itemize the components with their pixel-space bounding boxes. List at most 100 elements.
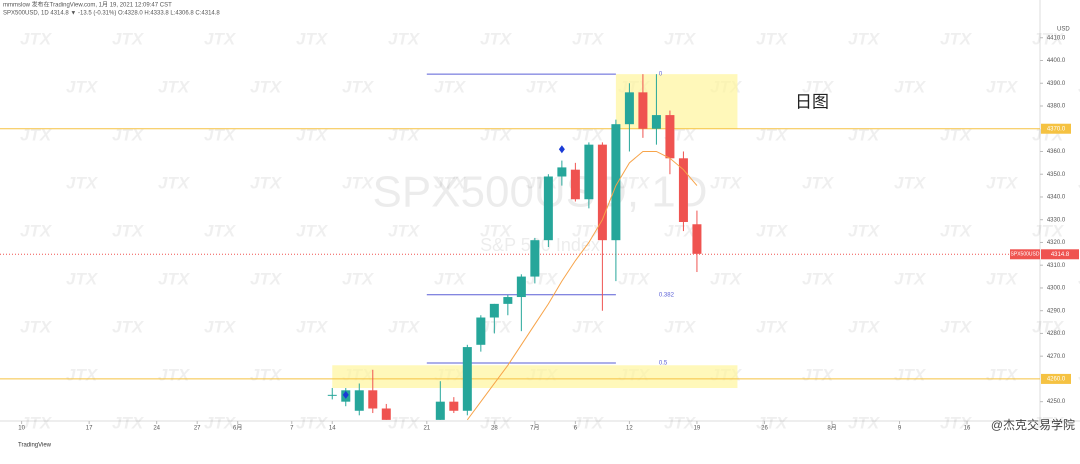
watermark-logo: JTX: [802, 173, 835, 192]
watermark-logo: JTX: [572, 317, 605, 336]
watermark-logo: JTX: [802, 269, 835, 288]
x-tick-label: 19: [694, 426, 701, 432]
watermark-logo: JTX: [250, 365, 283, 384]
watermark-logo: JTX: [434, 269, 467, 288]
candle-body: [651, 115, 661, 129]
last-price-name-bg: [1010, 249, 1040, 260]
watermark-logo: JTX: [112, 125, 145, 144]
watermark-logo: JTX: [940, 29, 973, 48]
watermark-logo: JTX: [66, 365, 99, 384]
x-tick-label: 24: [153, 426, 160, 432]
watermark-logo: JTX: [848, 125, 881, 144]
watermark-logo: JTX: [986, 173, 1019, 192]
candle-body: [327, 394, 337, 396]
watermark-logo: JTX: [388, 413, 421, 432]
header-line2: SPX500USD, 1D 4314.8 ▼ -13.5 (-0.31%) O:…: [3, 11, 220, 17]
watermark-logo: JTX: [112, 317, 145, 336]
watermark-logo: JTX: [480, 317, 513, 336]
y-tick-label: 4320.0: [1047, 240, 1066, 246]
candle-body: [462, 347, 472, 411]
level-label: 4260.0: [1047, 377, 1066, 383]
watermark-logo: JTX: [112, 413, 145, 432]
candle-body: [530, 240, 540, 277]
watermark-logo: JTX: [940, 317, 973, 336]
watermark-logo: JTX: [894, 269, 927, 288]
brand: TradingView: [18, 443, 52, 449]
watermark-logo: JTX: [158, 77, 191, 96]
y-tick-label: 4360.0: [1047, 149, 1066, 155]
watermark-logo: JTX: [296, 125, 329, 144]
x-tick-label: 6月: [233, 425, 242, 432]
watermark-logo: JTX: [1032, 413, 1065, 432]
candle-body: [678, 158, 688, 222]
x-tick-label: 27: [194, 426, 201, 432]
watermark-logo: JTX: [1078, 269, 1080, 288]
fib-label: 0.382: [659, 292, 675, 298]
watermark-logo: JTX: [204, 125, 237, 144]
candle-body: [611, 124, 621, 241]
y-tick-label: 4300.0: [1047, 286, 1066, 292]
watermark-logo: JTX: [480, 29, 513, 48]
watermark-logo: JTX: [296, 221, 329, 240]
watermark-logo: JTX: [940, 413, 973, 432]
watermark-logo: JTX: [296, 29, 329, 48]
candle-body: [624, 92, 634, 125]
x-tick-label: 28: [491, 426, 498, 432]
y-tick-label: 4310.0: [1047, 263, 1066, 269]
level-label-bg: [1041, 123, 1071, 134]
watermark-logo: JTX: [480, 413, 513, 432]
watermark-logo: JTX: [20, 125, 53, 144]
candle-body: [543, 176, 553, 241]
watermark-logo: JTX: [848, 413, 881, 432]
watermark-description: S&P 500 Index: [480, 235, 600, 255]
candle-body: [516, 276, 526, 298]
candle-body: [692, 224, 702, 254]
watermark-logo: JTX: [526, 77, 559, 96]
candle-body: [584, 144, 594, 200]
watermark-logo: JTX: [158, 269, 191, 288]
x-tick-label: 10: [18, 426, 25, 432]
candle-body: [449, 401, 459, 411]
watermark-logo: JTX: [158, 365, 191, 384]
watermark-logo: JTX: [480, 221, 513, 240]
watermark-logo: JTX: [894, 77, 927, 96]
watermark-logo: JTX: [1078, 77, 1080, 96]
candle-body: [665, 115, 675, 159]
watermark-logo: JTX: [66, 269, 99, 288]
annotation: 日图: [795, 92, 829, 111]
watermark-logo: JTX: [802, 77, 835, 96]
marker: [558, 145, 565, 154]
watermark-logo: JTX: [480, 125, 513, 144]
watermark-logo: JTX: [802, 365, 835, 384]
watermark-logo: JTX: [986, 365, 1019, 384]
fib-label: 0: [659, 72, 663, 78]
x-tick-label: 6: [574, 426, 578, 432]
watermark-logo: JTX: [388, 29, 421, 48]
watermark-logo: JTX: [1032, 317, 1065, 336]
watermark-logo: JTX: [434, 173, 467, 192]
watermark-logo: JTX: [250, 269, 283, 288]
watermark-logo: JTX: [618, 269, 651, 288]
watermark-logo: JTX: [526, 173, 559, 192]
watermark-logo: JTX: [894, 365, 927, 384]
watermark-logo: JTX: [710, 173, 743, 192]
watermark-logo: JTX: [388, 317, 421, 336]
watermark-logo: JTX: [1032, 29, 1065, 48]
x-tick-label: 21: [423, 426, 430, 432]
watermark-logo: JTX: [572, 413, 605, 432]
y-tick-label: 4250.0: [1047, 399, 1066, 405]
watermark-logo: JTX: [204, 317, 237, 336]
x-tick-label: 12: [626, 426, 633, 432]
level-label: 4370.0: [1047, 126, 1066, 132]
watermark-logo: JTX: [894, 173, 927, 192]
watermark-logo: JTX: [618, 173, 651, 192]
watermark-logo: JTX: [940, 125, 973, 144]
watermark-logo: JTX: [1032, 221, 1065, 240]
candle-body: [557, 167, 567, 177]
watermark-logo: JTX: [572, 125, 605, 144]
watermark-logo: JTX: [710, 269, 743, 288]
level-label-bg: [1041, 373, 1071, 384]
y-tick-label: 4270.0: [1047, 354, 1066, 360]
